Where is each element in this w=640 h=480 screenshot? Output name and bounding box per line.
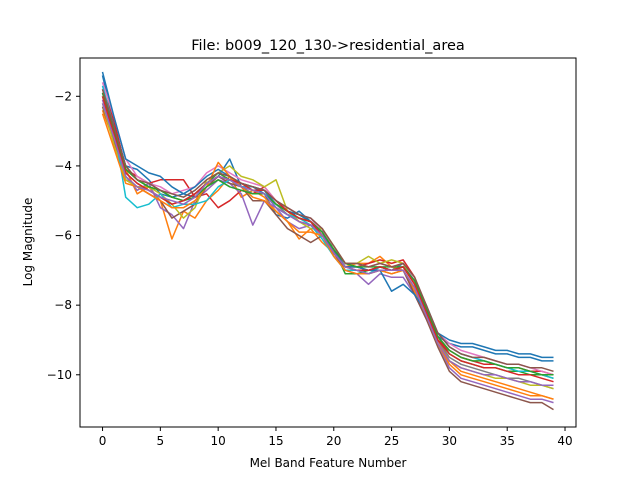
x-tick-label: 10 xyxy=(211,434,226,448)
y-tick-label: −10 xyxy=(47,368,72,382)
y-tick-label: −4 xyxy=(54,159,72,173)
series-line xyxy=(101,85,554,380)
y-axis-label: Log Magnitude xyxy=(21,198,35,287)
series-line xyxy=(101,103,554,386)
x-axis-label: Mel Band Feature Number xyxy=(250,456,407,470)
x-tick-label: 5 xyxy=(157,434,165,448)
x-tick-label: 25 xyxy=(384,434,399,448)
series-lines xyxy=(101,71,554,411)
x-tick-label: 30 xyxy=(442,434,457,448)
x-tick-label: 15 xyxy=(268,434,283,448)
x-axis: 0 5 10 15 20 25 30 35 40 xyxy=(99,427,573,448)
series-line xyxy=(101,71,554,359)
x-tick-label: 35 xyxy=(500,434,515,448)
chart-title: File: b009_120_130->residential_area xyxy=(191,38,465,54)
series-line xyxy=(101,113,554,400)
series-line xyxy=(101,82,554,376)
x-tick-label: 20 xyxy=(326,434,341,448)
y-tick-label: −2 xyxy=(54,89,72,103)
series-line xyxy=(101,89,554,373)
plot-frame xyxy=(79,57,577,428)
series-line xyxy=(101,92,554,376)
y-tick-label: −8 xyxy=(54,298,72,312)
y-axis: −10 −8 −6 −4 −2 xyxy=(47,89,80,382)
y-tick-label: −6 xyxy=(54,229,72,243)
x-tick-label: 0 xyxy=(99,434,107,448)
x-tick-label: 40 xyxy=(557,434,572,448)
